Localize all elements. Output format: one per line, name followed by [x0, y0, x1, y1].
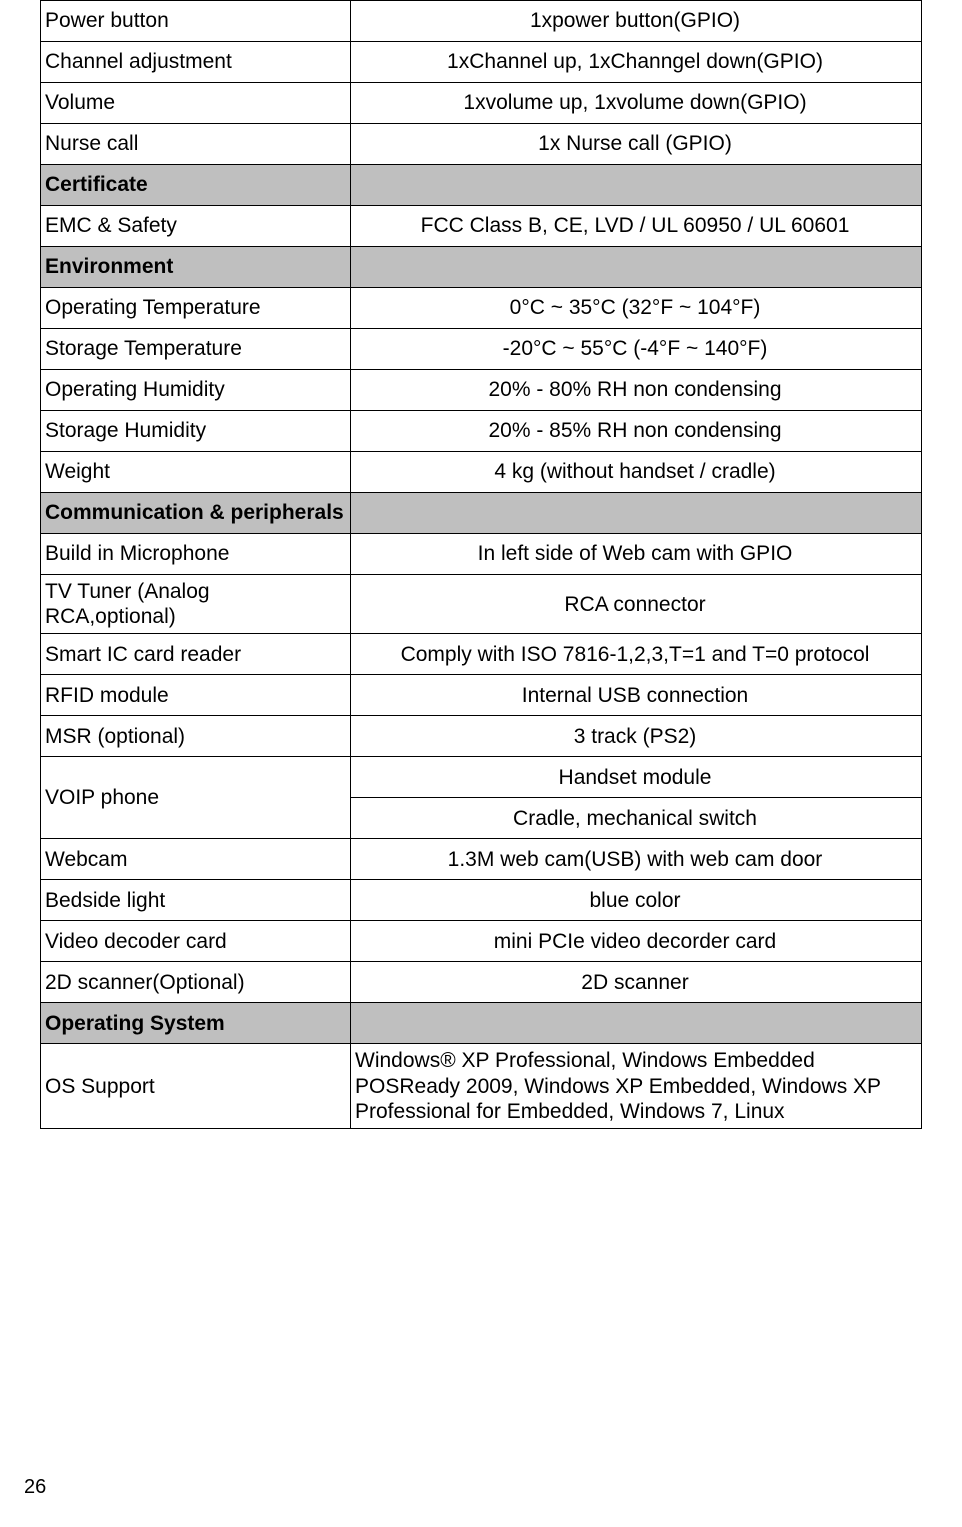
spec-table: Power button 1xpower button(GPIO) Channe… [40, 0, 922, 1129]
table-row: Bedside light blue color [41, 880, 922, 921]
table-row: Weight 4 kg (without handset / cradle) [41, 452, 922, 493]
row-label: Video decoder card [41, 921, 351, 962]
row-value: Handset module [351, 757, 922, 798]
table-row: Channel adjustment 1xChannel up, 1xChann… [41, 42, 922, 83]
row-value: 4 kg (without handset / cradle) [351, 452, 922, 493]
section-header-certificate: Certificate [41, 165, 922, 206]
row-value: 1xpower button(GPIO) [351, 1, 922, 42]
table-row: TV Tuner (Analog RCA,optional) RCA conne… [41, 575, 922, 634]
table-row: Volume 1xvolume up, 1xvolume down(GPIO) [41, 83, 922, 124]
row-value: 2D scanner [351, 962, 922, 1003]
section-header-communication: Communication & peripherals [41, 493, 922, 534]
row-label: Power button [41, 1, 351, 42]
row-label: Operating Temperature [41, 288, 351, 329]
section-label: Communication & peripherals [41, 493, 351, 534]
table-row: Power button 1xpower button(GPIO) [41, 1, 922, 42]
row-value: -20°C ~ 55°C (-4°F ~ 140°F) [351, 329, 922, 370]
table-row: Smart IC card reader Comply with ISO 781… [41, 634, 922, 675]
row-label: VOIP phone [41, 757, 351, 839]
row-value: 20% - 80% RH non condensing [351, 370, 922, 411]
row-value: 0°C ~ 35°C (32°F ~ 104°F) [351, 288, 922, 329]
row-label: Storage Temperature [41, 329, 351, 370]
row-label: Nurse call [41, 124, 351, 165]
row-value: 3 track (PS2) [351, 716, 922, 757]
row-value: 1x Nurse call (GPIO) [351, 124, 922, 165]
table-row: Operating Temperature 0°C ~ 35°C (32°F ~… [41, 288, 922, 329]
row-label: Volume [41, 83, 351, 124]
section-empty [351, 493, 922, 534]
table-row: Video decoder card mini PCIe video decor… [41, 921, 922, 962]
section-label: Certificate [41, 165, 351, 206]
table-row: RFID module Internal USB connection [41, 675, 922, 716]
table-row: EMC & Safety FCC Class B, CE, LVD / UL 6… [41, 206, 922, 247]
row-label: TV Tuner (Analog RCA,optional) [41, 575, 351, 634]
table-row: Webcam 1.3M web cam(USB) with web cam do… [41, 839, 922, 880]
row-label: EMC & Safety [41, 206, 351, 247]
row-label: Weight [41, 452, 351, 493]
section-header-operating-system: Operating System [41, 1003, 922, 1044]
row-label: OS Support [41, 1044, 351, 1129]
table-row: MSR (optional) 3 track (PS2) [41, 716, 922, 757]
row-value: In left side of Web cam with GPIO [351, 534, 922, 575]
section-empty [351, 1003, 922, 1044]
row-value: 1.3M web cam(USB) with web cam door [351, 839, 922, 880]
row-label: MSR (optional) [41, 716, 351, 757]
section-empty [351, 165, 922, 206]
row-value: blue color [351, 880, 922, 921]
row-label: RFID module [41, 675, 351, 716]
row-label: Operating Humidity [41, 370, 351, 411]
row-value: Cradle, mechanical switch [351, 798, 922, 839]
document-page: Power button 1xpower button(GPIO) Channe… [0, 0, 962, 1527]
row-label: Channel adjustment [41, 42, 351, 83]
row-value: Internal USB connection [351, 675, 922, 716]
row-label: Webcam [41, 839, 351, 880]
row-value: 1xChannel up, 1xChanngel down(GPIO) [351, 42, 922, 83]
row-value: Comply with ISO 7816-1,2,3,T=1 and T=0 p… [351, 634, 922, 675]
row-label: Bedside light [41, 880, 351, 921]
table-row: 2D scanner(Optional) 2D scanner [41, 962, 922, 1003]
table-row: Storage Humidity 20% - 85% RH non conden… [41, 411, 922, 452]
table-row: Build in Microphone In left side of Web … [41, 534, 922, 575]
row-value: mini PCIe video decorder card [351, 921, 922, 962]
row-label: 2D scanner(Optional) [41, 962, 351, 1003]
row-value: 20% - 85% RH non condensing [351, 411, 922, 452]
table-row: Storage Temperature -20°C ~ 55°C (-4°F ~… [41, 329, 922, 370]
row-label: Storage Humidity [41, 411, 351, 452]
table-row: VOIP phone Handset module [41, 757, 922, 798]
row-value: FCC Class B, CE, LVD / UL 60950 / UL 606… [351, 206, 922, 247]
section-empty [351, 247, 922, 288]
page-number: 26 [24, 1476, 46, 1499]
table-row: Operating Humidity 20% - 80% RH non cond… [41, 370, 922, 411]
section-label: Operating System [41, 1003, 351, 1044]
row-value: Windows® XP Professional, Windows Embedd… [351, 1044, 922, 1129]
table-row: Nurse call 1x Nurse call (GPIO) [41, 124, 922, 165]
section-label: Environment [41, 247, 351, 288]
row-value: 1xvolume up, 1xvolume down(GPIO) [351, 83, 922, 124]
row-value: RCA connector [351, 575, 922, 634]
section-header-environment: Environment [41, 247, 922, 288]
spec-table-body: Power button 1xpower button(GPIO) Channe… [41, 1, 922, 1129]
row-label: Smart IC card reader [41, 634, 351, 675]
table-row: OS Support Windows® XP Professional, Win… [41, 1044, 922, 1129]
row-label: Build in Microphone [41, 534, 351, 575]
